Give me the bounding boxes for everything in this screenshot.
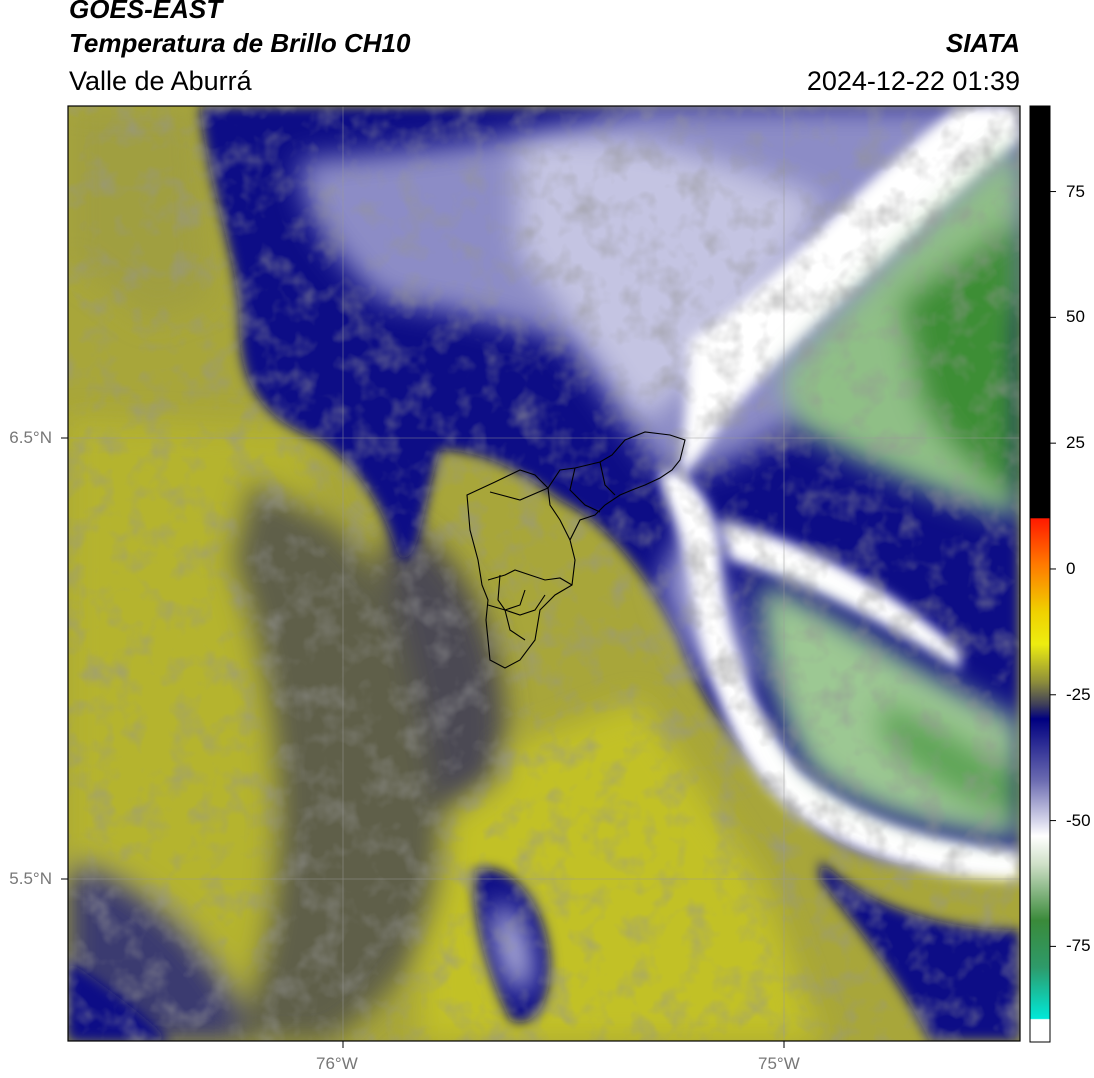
municipal-boundaries [466,431,686,669]
timestamp: 2024-12-22 01:39 [806,66,1020,96]
colorbar-tick-label: 25 [1066,433,1085,453]
colorbar-tick-label: 75 [1066,181,1085,201]
satellite-name: GOES-EAST [69,0,223,24]
colorbar [1029,105,1056,1043]
lon-label-75w: 75°W [758,1054,800,1073]
lon-label-76w: 76°W [316,1054,358,1073]
lat-label-6-5: 6.5°N [9,428,52,447]
colorbar-tick-label: -75 [1066,936,1091,956]
colorbar-tick-label: 0 [1066,558,1076,578]
colorbar-tick-label: 50 [1066,307,1085,327]
colorbar-tick-label: -25 [1066,684,1091,704]
texture-overlay [68,106,1020,1041]
lat-label-5-5: 5.5°N [9,869,52,888]
brand-name: SIATA [945,28,1020,58]
region-name: Valle de Aburrá [69,66,252,96]
product-title: Temperatura de Brillo CH10 [69,28,411,58]
colorbar-tick-label: -50 [1066,810,1091,830]
map-frame [67,105,1021,1042]
graticule [68,106,1020,1041]
